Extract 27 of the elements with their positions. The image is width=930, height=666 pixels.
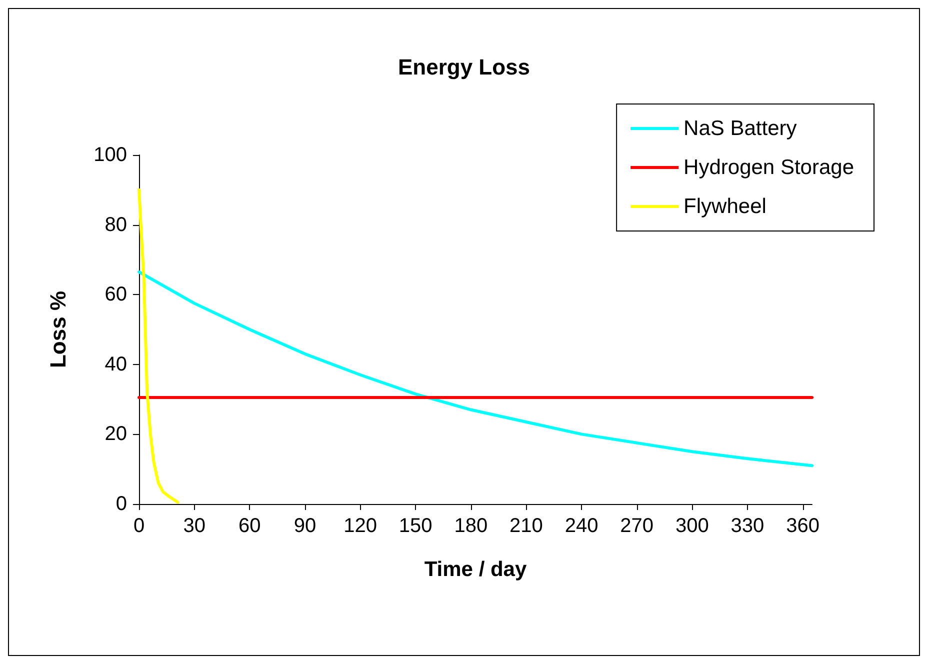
y-tick-label: 0 xyxy=(116,493,127,515)
x-tick-label: 0 xyxy=(133,515,145,537)
y-tick-label: 60 xyxy=(104,284,127,306)
legend-label: Hydrogen Storage xyxy=(684,156,854,179)
x-tick-label: 300 xyxy=(675,515,709,537)
x-tick-label: 30 xyxy=(183,515,206,537)
line-series xyxy=(138,270,814,468)
x-tick-label: 120 xyxy=(344,515,377,537)
line-series xyxy=(138,188,180,504)
x-tick-label: 240 xyxy=(564,515,598,537)
y-tick-label: 20 xyxy=(104,423,127,446)
x-tick-label: 210 xyxy=(510,515,543,537)
y-tick-label: 80 xyxy=(104,214,127,236)
y-tick-label: 40 xyxy=(104,353,127,376)
x-tick-label: 180 xyxy=(454,515,488,537)
x-tick-label: 330 xyxy=(730,515,764,537)
y-axis-title: Loss % xyxy=(46,290,70,368)
x-tick-label: 60 xyxy=(238,515,261,537)
x-tick-label: 360 xyxy=(786,515,820,537)
x-tick-label: 270 xyxy=(620,515,654,537)
x-tick-label: 150 xyxy=(398,515,432,537)
legend-label: NaS Battery xyxy=(684,117,798,140)
x-tick-label: 90 xyxy=(294,515,316,537)
y-tick-label: 100 xyxy=(94,144,127,166)
x-axis-title: Time / day xyxy=(424,558,527,581)
chart-title: Energy Loss xyxy=(398,54,530,80)
legend-label: Flywheel xyxy=(684,195,766,218)
